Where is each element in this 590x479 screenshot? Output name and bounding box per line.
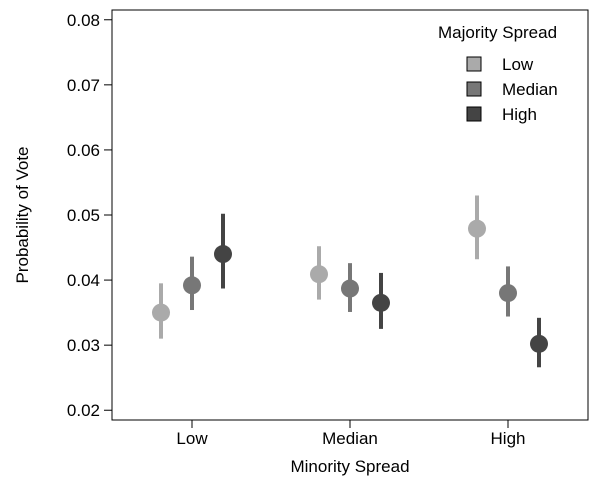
data-marks — [152, 195, 548, 368]
data-point — [468, 219, 486, 238]
legend-label: Median — [502, 80, 558, 99]
legend: Majority Spread Low Median High — [438, 23, 558, 124]
data-point — [310, 265, 328, 284]
legend-swatch — [466, 106, 482, 122]
legend-label: Low — [502, 55, 534, 74]
y-tick-label: 0.08 — [67, 11, 100, 30]
x-tick-label: Median — [322, 429, 378, 448]
y-tick-label: 0.05 — [67, 206, 100, 225]
x-tick-label: High — [491, 429, 526, 448]
x-axis: Low Median High — [176, 420, 525, 448]
x-axis-title: Minority Spread — [290, 457, 409, 476]
legend-label: High — [502, 105, 537, 124]
y-tick-label: 0.02 — [67, 401, 100, 420]
data-point — [214, 245, 232, 264]
y-tick-label: 0.03 — [67, 336, 100, 355]
data-point — [530, 334, 548, 353]
y-axis-title: Probability of Vote — [13, 146, 32, 283]
legend-title: Majority Spread — [438, 23, 557, 42]
legend-swatch — [466, 81, 482, 97]
y-tick-label: 0.04 — [67, 271, 100, 290]
data-point — [341, 279, 359, 298]
data-point — [183, 276, 201, 295]
data-point — [499, 284, 517, 303]
y-axis: 0.02 0.03 0.04 0.05 0.06 0.07 0.08 — [67, 11, 112, 420]
legend-swatch — [466, 56, 482, 72]
x-tick-label: Low — [176, 429, 208, 448]
y-tick-label: 0.06 — [67, 141, 100, 160]
data-point — [372, 293, 390, 312]
y-tick-label: 0.07 — [67, 76, 100, 95]
data-point — [152, 303, 170, 322]
